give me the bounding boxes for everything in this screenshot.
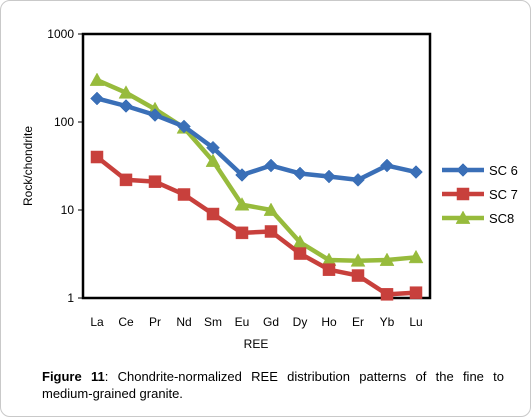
data-point-sc7 (177, 188, 191, 201)
data-point-sc6 (264, 158, 278, 173)
data-point-sc8 (379, 252, 395, 266)
x-tick-label: Gd (263, 315, 279, 329)
y-tick-label: 10 (61, 203, 75, 217)
x-tick-label: Eu (235, 315, 250, 329)
x-tick-label: Er (352, 315, 364, 329)
legend-label-sc8: SC8 (489, 211, 514, 226)
legend-label-sc6: SC 6 (489, 163, 518, 178)
data-point-sc7 (90, 150, 104, 164)
figure-caption: Figure 11: Chondrite-normalized REE dist… (42, 368, 504, 402)
data-point-sc6 (148, 108, 162, 122)
data-point-sc8 (234, 197, 250, 211)
data-point-sc6 (409, 165, 423, 179)
data-point-sc7 (235, 226, 249, 240)
data-point-sc8 (205, 153, 221, 167)
x-axis-ticks: La Ce Pr Nd Sm Eu Gd Dy Ho Er Yb Lu (90, 315, 422, 329)
y-tick-label: 1000 (47, 27, 74, 41)
data-point-sc6 (206, 140, 220, 155)
y-tick-label: 1 (67, 291, 74, 305)
data-point-sc6 (293, 166, 307, 181)
data-point-sc7 (409, 286, 423, 299)
x-tick-label: Lu (409, 315, 422, 329)
legend-item-sc7: SC 7 (442, 187, 518, 202)
x-tick-label: Nd (176, 315, 191, 329)
data-point-sc7 (380, 288, 394, 301)
y-axis-ticks: 1 10 100 1000 (47, 27, 83, 305)
data-point-sc7 (119, 173, 133, 187)
data-point-sc8 (350, 253, 366, 267)
x-tick-label: Sm (204, 315, 222, 329)
x-tick-label: Ce (118, 315, 134, 329)
data-point-sc7 (322, 263, 336, 276)
data-point-sc7 (293, 247, 307, 260)
legend-item-sc8: SC8 (442, 210, 514, 226)
data-point-sc7 (351, 269, 365, 282)
x-tick-label: Pr (149, 315, 161, 329)
data-point-sc6 (351, 173, 365, 187)
series-line-sc8 (94, 77, 419, 264)
data-point-sc6 (177, 119, 191, 134)
series-sc6 (90, 91, 423, 187)
data-point-sc6 (90, 91, 104, 106)
data-point-sc7 (264, 225, 278, 238)
data-point-sc7 (148, 175, 162, 188)
caption-text: : Chondrite-normalized REE distribution … (42, 369, 505, 401)
data-point-sc8 (118, 85, 134, 99)
series-sc8 (89, 72, 424, 267)
plot-area (81, 32, 432, 300)
legend-label-sc7: SC 7 (489, 187, 518, 202)
x-tick-label: La (90, 315, 104, 329)
series-sc7 (90, 150, 423, 301)
legend-marker-sc6 (456, 163, 470, 177)
data-point-sc8 (263, 202, 279, 216)
data-point-sc6 (235, 168, 249, 182)
x-axis-label: REE (244, 337, 269, 351)
data-point-sc6 (119, 99, 133, 113)
figure-label: Figure 11 (42, 369, 105, 384)
data-point-sc8 (89, 72, 105, 86)
y-axis-label: Rock/chondrite (21, 126, 35, 206)
data-point-sc8 (408, 249, 424, 264)
legend-marker-sc7 (456, 187, 470, 201)
legend-item-sc6: SC 6 (442, 163, 518, 178)
legend: SC 6 SC 7 SC8 (442, 163, 518, 226)
x-tick-label: Dy (293, 315, 308, 329)
series-layer (89, 72, 424, 301)
legend-marker-sc8 (455, 210, 471, 224)
y-tick-label: 100 (54, 115, 74, 129)
x-tick-label: Yb (380, 315, 395, 329)
data-point-sc6 (322, 169, 336, 184)
data-point-sc6 (380, 158, 394, 173)
data-point-sc7 (206, 207, 220, 221)
x-tick-label: Ho (321, 315, 337, 329)
